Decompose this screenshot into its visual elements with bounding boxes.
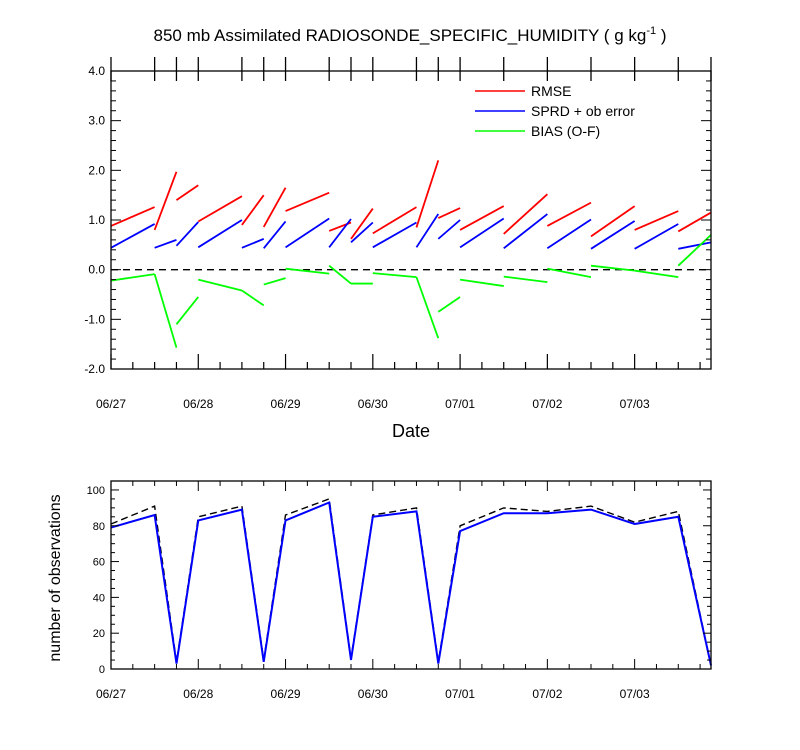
bottom-x-tick-label: 06/28	[183, 687, 213, 701]
series-segment-0-4	[241, 194, 265, 226]
series-segment-2-0	[110, 273, 155, 282]
top-y-tick-label: -2.0	[84, 362, 105, 376]
bottom-x-tick-label: 07/02	[532, 687, 562, 701]
series-segment-1-17	[678, 241, 712, 250]
top-chart-title: 850 mb Assimilated RADIOSONDE_SPECIFIC_H…	[154, 25, 667, 45]
series-segment-2-10	[415, 276, 440, 339]
series-segment-0-5	[262, 187, 287, 228]
series-segment-0-2	[175, 184, 199, 201]
series-segment-0-10	[415, 160, 440, 228]
series-segment-1-8	[350, 221, 374, 244]
series-segment-1-7	[328, 218, 352, 248]
series-segment-2-3	[198, 278, 243, 292]
series-segment-2-4	[241, 289, 265, 307]
series-segment-2-13	[503, 275, 548, 283]
top-x-tick-label: 06/27	[96, 397, 126, 411]
series-segment-1-13	[503, 213, 548, 250]
series-segment-2-17	[677, 234, 712, 267]
series-segment-2-11	[437, 296, 461, 313]
series-segment-2-9	[372, 272, 417, 279]
bottom-y-tick-label: 80	[93, 521, 105, 533]
series-segment-1-4	[241, 238, 265, 249]
series-segment-2-1	[153, 273, 178, 348]
top-x-tick-label: 07/01	[445, 397, 475, 411]
bottom-y-tick-label: 20	[93, 628, 105, 640]
top-y-tick-label: 2.0	[88, 163, 105, 177]
bottom-y-tick-label: 60	[93, 557, 105, 569]
series-segment-0-8	[350, 208, 374, 240]
series-segment-0-14	[546, 201, 592, 227]
bottom-y-tick-label: 0	[99, 664, 105, 676]
top-y-tick-label: 1.0	[88, 213, 105, 227]
series-segment-1-2	[175, 221, 199, 247]
series-segment-0-17	[677, 211, 712, 233]
series-segment-0-16	[634, 210, 679, 231]
series-segment-2-12	[459, 278, 504, 287]
series-segment-2-15	[590, 264, 635, 272]
bottom-x-tick-label: 07/03	[620, 687, 650, 701]
series-segment-0-15	[590, 205, 636, 238]
bottom-y-tick-label: 40	[93, 592, 105, 604]
series-segment-0-6	[285, 191, 330, 212]
top-x-tick-label: 06/28	[183, 397, 213, 411]
top-y-tick-label: 4.0	[88, 64, 105, 78]
series-segment-2-14	[547, 267, 592, 279]
series-segment-1-5	[263, 220, 287, 249]
top-x-tick-label: 06/29	[271, 397, 301, 411]
bottom-plot-frame	[110, 480, 712, 670]
obs-series-possible	[110, 497, 712, 666]
series-segment-1-6	[285, 217, 330, 249]
series-segment-0-1	[153, 171, 178, 231]
bottom-x-tick-label: 06/27	[96, 687, 126, 701]
legend: RMSE SPRD + ob error BIAS (O-F)	[475, 83, 635, 139]
series-segment-2-2	[175, 296, 199, 325]
series-segment-2-5	[263, 277, 286, 286]
series-segment-0-13	[503, 193, 548, 235]
series-segment-1-14	[546, 218, 592, 250]
top-y-tick-label: 3.0	[88, 114, 105, 128]
bottom-x-tick-label: 06/30	[358, 687, 388, 701]
series-segment-0-0	[110, 206, 155, 227]
series-segment-1-16	[634, 223, 679, 250]
series-segment-1-15	[590, 220, 636, 250]
bottom-x-tick-label: 07/01	[445, 687, 475, 701]
series-segment-1-10	[415, 213, 440, 248]
obs-series-assimilated	[110, 501, 712, 666]
top-chart: -2.0 -1.0 0.0 1.0 2.0 3.0 4.0 06/27 06/28 06/29 06…	[84, 57, 712, 411]
top-x-tick-label: 06/30	[358, 397, 388, 411]
series-segment-1-9	[372, 221, 417, 249]
series-segment-1-3	[197, 219, 243, 249]
series-segment-0-3	[197, 195, 243, 223]
series-segment-1-1	[154, 239, 177, 249]
series-segment-2-16	[634, 269, 679, 279]
series-segment-0-9	[372, 206, 417, 235]
bottom-x-tick-label: 06/29	[271, 687, 301, 701]
top-x-tick-label: 07/03	[620, 397, 650, 411]
series-segment-1-0	[110, 223, 156, 249]
series-segment-0-12	[459, 205, 505, 231]
bottom-y-tick-label: 100	[87, 485, 105, 497]
series-segment-2-6	[285, 267, 330, 275]
series-sprd-ob-error	[110, 213, 712, 250]
bottom-y-axis-label: number of observations	[47, 494, 64, 661]
top-x-axis-label: Date	[392, 421, 430, 441]
top-y-tick-label: -1.0	[84, 312, 105, 326]
series-segment-1-11	[437, 219, 461, 240]
legend-label-bias: BIAS (O-F)	[531, 123, 600, 139]
top-x-tick-label: 07/02	[532, 397, 562, 411]
top-y-tick-label: 0.0	[88, 263, 105, 277]
bottom-chart: 0 20 40 60 80 100 06/27 06/28 06/29 06/30 07/01 07/…	[87, 480, 712, 701]
legend-label-sprd: SPRD + ob error	[531, 103, 635, 119]
series-segment-2-7	[328, 264, 352, 285]
legend-label-rmse: RMSE	[531, 83, 571, 99]
series-segment-1-12	[459, 217, 505, 249]
series-rmse	[110, 160, 712, 240]
series-bias-o-f	[110, 234, 712, 348]
series-segment-0-11	[437, 207, 461, 219]
